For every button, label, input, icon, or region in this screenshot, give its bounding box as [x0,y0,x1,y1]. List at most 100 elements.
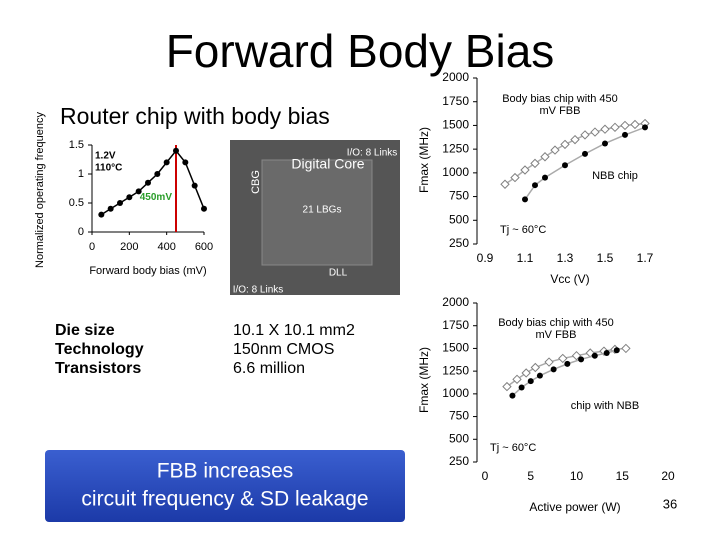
y-tick-label: 2000 [442,295,469,309]
point [502,381,512,392]
point [520,165,530,175]
point [201,205,207,212]
point [532,182,538,189]
y-tick-label: 1500 [442,341,469,355]
y-tick-label: 1750 [442,318,469,332]
x-tick-label: 15 [616,469,630,483]
y-tick-label: 750 [449,409,469,423]
y-tick-label: 0.5 [69,197,84,209]
die-label: Digital Core [291,156,364,172]
x-axis-label: Vcc (V) [550,272,589,286]
point [558,353,568,364]
point [603,349,610,356]
point [560,139,570,150]
point [571,350,582,361]
point [98,211,105,218]
y-axis-label: Fmax (MHz) [417,347,431,413]
point [562,162,568,169]
point [544,357,554,367]
point [613,347,620,354]
point [550,366,557,373]
page-number: 36 [663,496,677,511]
x-tick-label: 1.1 [517,251,534,265]
die-core [261,159,373,266]
legend-entry: chip with NBB [570,400,640,412]
series-line [100,149,205,216]
point [580,130,590,140]
point [550,145,560,155]
point [145,179,151,186]
table-cell: 150nm CMOS [233,341,335,358]
x-tick-label: 400 [157,241,175,253]
x-tick-label: 10 [570,469,584,483]
x-tick-label: 0.9 [477,251,494,265]
die-label: CBG [250,170,262,194]
point [509,392,516,399]
y-tick-label: 750 [449,189,469,203]
point [530,158,540,169]
table-cell: Die size [55,322,115,339]
point [570,134,580,145]
point [522,196,528,203]
x-tick-label: 1.7 [637,251,654,265]
subtitle: Router chip with body bias [60,103,330,129]
x-tick-label: 600 [195,241,213,253]
callout-box [45,450,405,522]
table-cell: Technology [55,341,144,358]
callout-text: FBB increases [157,460,294,483]
y-tick-label: 1250 [442,141,469,155]
y-tick-label: 250 [449,454,469,468]
y-tick-label: 1250 [442,363,469,377]
point [173,147,179,154]
x-tick-label: 5 [527,469,534,483]
callout-text: circuit frequency & SD leakage [81,488,368,511]
x-tick-label: 0 [89,241,95,253]
point [521,368,531,378]
point [500,179,510,189]
point [630,119,640,130]
point [135,188,142,195]
point [154,171,161,177]
point [107,205,114,212]
y-axis-label: Normalized operating frequency [34,112,46,268]
annotation: Tj ~ 60°C [490,442,536,454]
y-tick-label: 1750 [442,94,469,108]
die-label: I/O: 8 Links [347,148,398,159]
y-tick-label: 0 [78,226,84,238]
point [642,124,648,131]
x-axis-label: Active power (W) [529,500,620,514]
point [536,372,543,379]
annotation: Tj ~ 60°C [500,224,546,236]
y-tick-label: 500 [449,212,469,226]
y-axis-label: Fmax (MHz) [417,127,431,193]
point [610,122,620,133]
y-tick-label: 1000 [442,386,469,400]
table-cell: 10.1 X 10.1 mm2 [233,322,355,339]
title: Forward Body Bias [166,25,555,77]
y-tick-label: 1000 [442,165,469,179]
x-tick-label: 0 [482,469,489,483]
point [512,374,522,385]
point [518,384,525,391]
reference-label: 450mV [140,192,173,203]
die-label: DLL [329,268,348,279]
point [621,343,631,354]
legend-entry: Body bias chip with 450 mV FBB [498,317,614,341]
x-tick-label: 200 [120,241,138,253]
x-axis-label: Forward body bias (mV) [89,265,206,277]
y-tick-label: 500 [449,431,469,445]
point [564,360,571,367]
point [126,194,133,201]
legend-entry: NBB chip [592,170,638,182]
point [530,362,541,373]
y-tick-label: 250 [449,236,469,250]
die-label: I/O: 8 Links [233,285,284,296]
x-tick-label: 20 [661,469,675,483]
y-tick-label: 1500 [442,118,469,132]
table-cell: Transistors [55,360,142,377]
y-tick-label: 2000 [442,70,469,84]
y-tick-label: 1.5 [69,139,84,151]
x-tick-label: 1.3 [557,251,574,265]
